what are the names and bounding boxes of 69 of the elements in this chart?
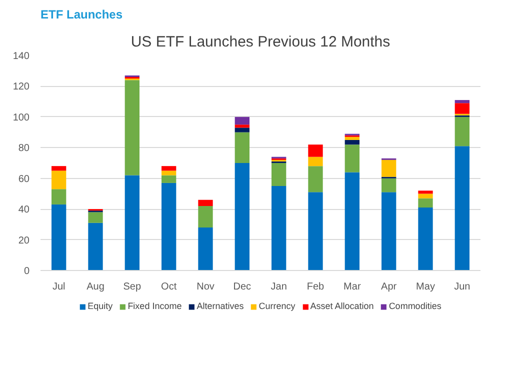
bar [198, 228, 213, 270]
bar [308, 144, 323, 157]
x-tick-label: Jan [270, 282, 287, 292]
x-tick-label: Apr [381, 282, 398, 292]
bar [52, 189, 66, 204]
y-tick-label: 140 [12, 51, 30, 62]
bar [344, 140, 360, 145]
bar [418, 198, 433, 208]
bar [198, 206, 213, 228]
x-tick-label: Jun [454, 282, 470, 292]
y-tick-label: 40 [18, 204, 30, 216]
chart-subtitle: ETF Launches [40, 8, 123, 22]
bar [454, 103, 470, 114]
x-tick-label: Dec [233, 282, 252, 292]
bar [234, 128, 250, 132]
legend-label: Equity [88, 301, 113, 311]
bar [234, 124, 250, 128]
x-tick-label: Feb [306, 282, 325, 292]
y-tick-label: 60 [18, 174, 30, 185]
y-tick-label: 20 [18, 235, 30, 246]
bar [454, 100, 470, 104]
x-tick-label: Jul [52, 282, 66, 292]
x-tick-label: Aug [86, 282, 104, 292]
x-tick-label: May [416, 282, 435, 292]
x-tick-label: Nov [196, 282, 214, 292]
y-tick-label: 0 [24, 266, 30, 277]
x-tick-label: Oct [161, 282, 177, 292]
bar [234, 132, 250, 163]
bar [418, 208, 433, 270]
bar [382, 178, 396, 192]
bar [308, 166, 323, 192]
bar [272, 163, 286, 186]
y-tick-label: 120 [12, 82, 30, 93]
legend-label: Fixed Income [128, 301, 182, 311]
bar [454, 146, 470, 270]
chart-title: US ETF Launches Previous 12 Months [130, 34, 390, 50]
bar [162, 182, 176, 270]
bar [382, 160, 396, 177]
bar [234, 116, 250, 125]
bar [308, 192, 323, 270]
bar [418, 194, 433, 198]
bar [308, 156, 323, 166]
bar [162, 166, 176, 171]
y-tick-label: 80 [18, 143, 30, 154]
legend-label: Asset Allocation [310, 301, 374, 311]
bar [124, 80, 140, 176]
x-tick-label: Mar [344, 282, 362, 292]
bar [162, 175, 176, 183]
bar [162, 170, 176, 176]
bar [382, 192, 396, 270]
legend-label: Currency [258, 301, 296, 311]
legend-label: Alternatives [196, 301, 244, 311]
bar [88, 212, 103, 223]
bar [52, 204, 66, 270]
bar [234, 163, 250, 270]
bar [124, 175, 140, 270]
y-tick-label: 100 [12, 112, 30, 124]
x-tick-label: Sep [123, 282, 142, 292]
bar [454, 116, 470, 146]
bar [272, 186, 286, 270]
bar [344, 144, 360, 172]
legend-label: Commodities [388, 301, 442, 311]
bar [418, 190, 433, 194]
bar [52, 166, 66, 171]
bar [198, 200, 213, 206]
bar [344, 136, 360, 140]
bar [344, 172, 360, 270]
bar [52, 170, 66, 190]
bar [88, 222, 103, 270]
